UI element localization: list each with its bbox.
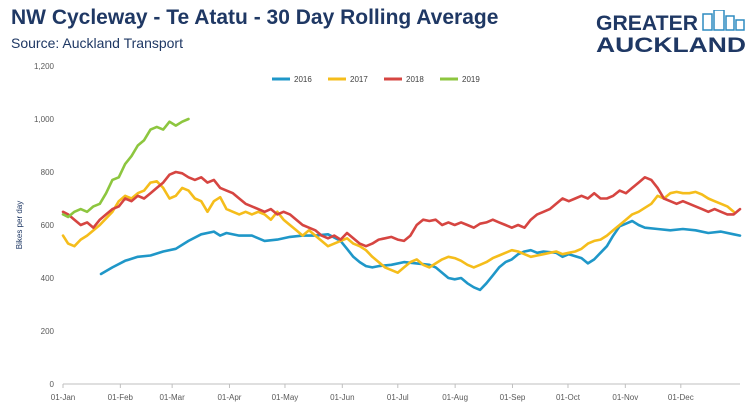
x-tick-label: 01-Apr <box>217 393 241 402</box>
x-tick-label: 01-Nov <box>612 393 638 402</box>
series-line-2019 <box>63 119 189 217</box>
x-tick-label: 01-Aug <box>442 393 468 402</box>
x-tick-label: 01-Feb <box>108 393 134 402</box>
series-line-2018 <box>63 172 740 246</box>
legend-item-2017: 2017 <box>328 75 368 84</box>
legend-label: 2019 <box>462 75 480 84</box>
x-tick-label: 01-Mar <box>159 393 185 402</box>
y-axis-label: Bikes per day <box>15 201 24 249</box>
y-tick-label: 0 <box>50 380 55 389</box>
legend-label: 2016 <box>294 75 312 84</box>
series-lines <box>63 119 740 290</box>
y-tick-label: 1,200 <box>34 62 55 71</box>
legend-label: 2018 <box>406 75 424 84</box>
y-tick-label: 1,000 <box>34 115 55 124</box>
x-tick-label: 01-Jun <box>330 393 354 402</box>
x-tick-label: 01-Jul <box>387 393 409 402</box>
y-tick-label: 800 <box>41 168 55 177</box>
legend-label: 2017 <box>350 75 368 84</box>
x-tick-label: 01-Sep <box>500 393 526 402</box>
x-tick-label: 01-May <box>272 393 299 402</box>
legend-item-2019: 2019 <box>440 75 480 84</box>
y-tick-label: 600 <box>41 221 55 230</box>
line-chart: 0 200 400 600 800 1,000 1,200 01-Jan 01-Feb 01-M… <box>0 0 753 411</box>
x-tick-label: 01-Jan <box>51 393 75 402</box>
x-tick-label: 01-Oct <box>556 393 581 402</box>
x-tick-label: 01-Dec <box>668 393 694 402</box>
series-line-2016 <box>101 221 740 290</box>
legend-item-2018: 2018 <box>384 75 424 84</box>
y-axis-ticks: 0 200 400 600 800 1,000 1,200 <box>34 62 55 389</box>
y-tick-label: 400 <box>41 274 55 283</box>
x-axis-ticks: 01-Jan 01-Feb 01-Mar 01-Apr 01-May 01-Jun 01-J… <box>51 384 694 402</box>
y-tick-label: 200 <box>41 327 55 336</box>
series-line-2017 <box>63 181 734 272</box>
chart-legend: 2016 2017 2018 2019 <box>272 75 480 84</box>
legend-item-2016: 2016 <box>272 75 312 84</box>
